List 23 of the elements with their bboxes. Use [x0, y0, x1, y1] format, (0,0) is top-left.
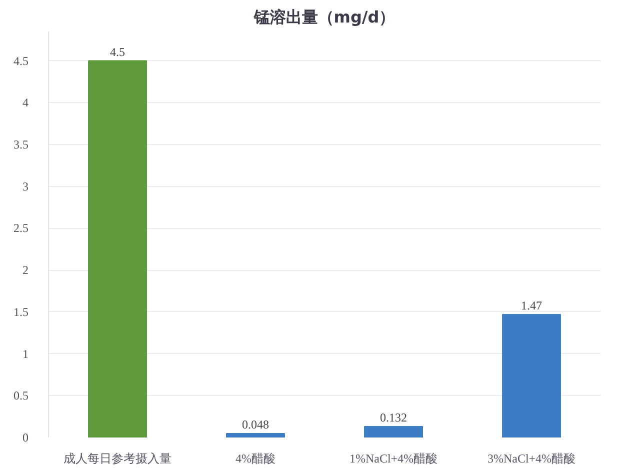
chart-title: 锰溶出量（mg/d）: [252, 8, 396, 26]
y-tick-label: 3.5: [14, 138, 28, 152]
bar: [364, 426, 423, 438]
x-tick-label: 3%NaCl+4%醋酸: [487, 452, 576, 466]
data-label: 0.132: [380, 410, 407, 424]
y-tick-label: 4.5: [14, 54, 28, 68]
y-tick-label: 0: [22, 430, 28, 444]
data-label: 1.47: [521, 298, 542, 312]
data-label: 0.048: [242, 417, 269, 432]
y-tick-label: 3: [22, 179, 28, 194]
bar: [88, 60, 147, 438]
bar: [502, 314, 561, 438]
y-tick-label: 4: [22, 96, 28, 110]
x-tick-label: 4%醋酸: [236, 452, 276, 466]
y-tick-label: 1.5: [14, 304, 28, 319]
y-tick-label: 2.5: [14, 221, 28, 236]
data-label: 4.5: [110, 44, 125, 59]
x-tick-label: 1%NaCl+4%醋酸: [349, 452, 438, 466]
y-tick-label: 1: [22, 346, 28, 361]
bar: [226, 432, 285, 438]
y-tick-label: 2: [22, 263, 28, 278]
x-tick-label: 成人每日参考摄入量: [64, 452, 172, 466]
y-tick-label: 0.5: [14, 388, 28, 403]
